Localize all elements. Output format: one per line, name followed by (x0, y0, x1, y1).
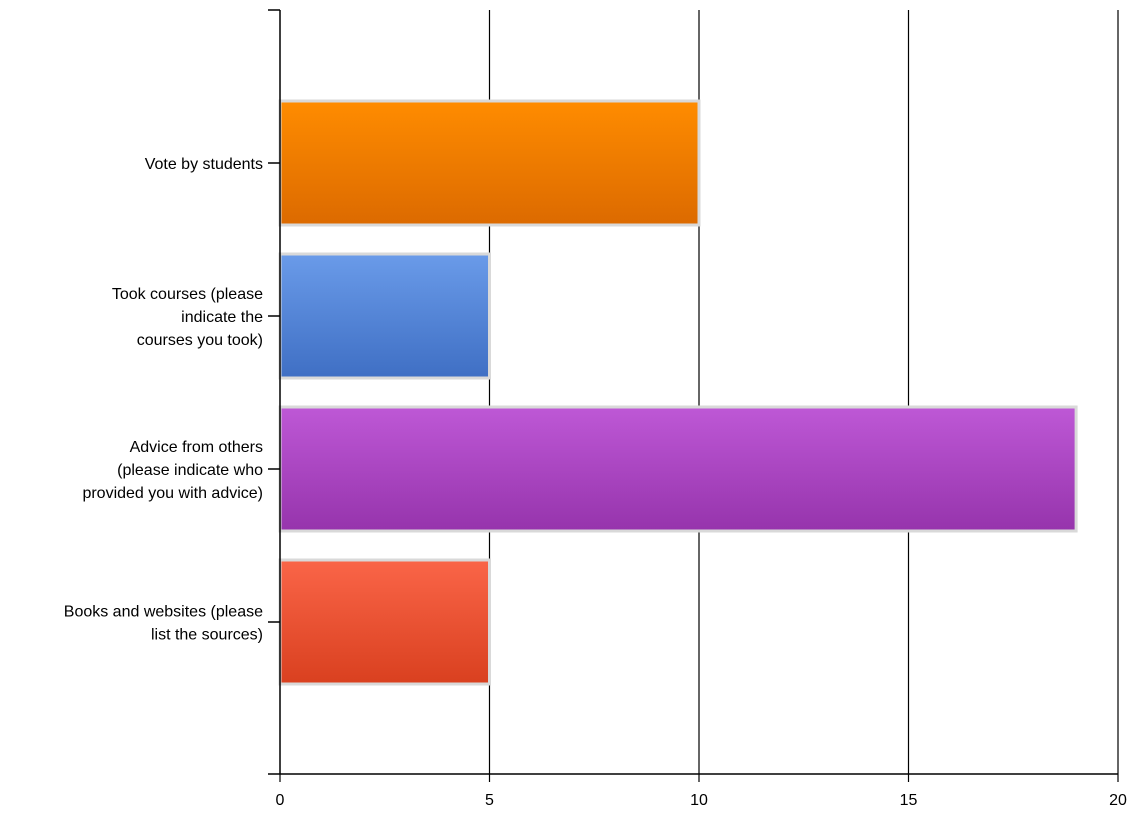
category-label-0-line-0: Vote by students (145, 156, 263, 173)
bar-0 (278, 99, 701, 227)
category-label-3-line-0: Books and websites (please (64, 604, 263, 621)
category-label-3-line-1: list the sources) (151, 627, 263, 644)
x-tick-label-5: 5 (485, 792, 494, 809)
x-tick-label-0: 0 (276, 792, 285, 809)
bar-3 (278, 558, 491, 686)
x-tick-label-20: 20 (1109, 792, 1127, 809)
category-label-2-line-1: (please indicate who (117, 462, 263, 479)
category-label-1-line-2: courses you took) (137, 332, 263, 349)
category-label-2-line-2: provided you with advice) (82, 485, 263, 502)
bar-2 (278, 405, 1078, 533)
category-label-1-line-0: Took courses (please (112, 286, 263, 303)
x-tick-label-15: 15 (900, 792, 918, 809)
bars (278, 99, 1078, 686)
category-labels: Vote by students Took courses (please indi… (64, 156, 263, 644)
bar-1 (278, 252, 491, 380)
x-tick-labels: 0 5 10 15 20 (276, 792, 1127, 809)
category-label-2-line-0: Advice from others (130, 439, 263, 456)
axes (268, 9, 1119, 782)
category-label-1-line-1: indicate the (181, 309, 263, 326)
x-tick-label-10: 10 (690, 792, 708, 809)
